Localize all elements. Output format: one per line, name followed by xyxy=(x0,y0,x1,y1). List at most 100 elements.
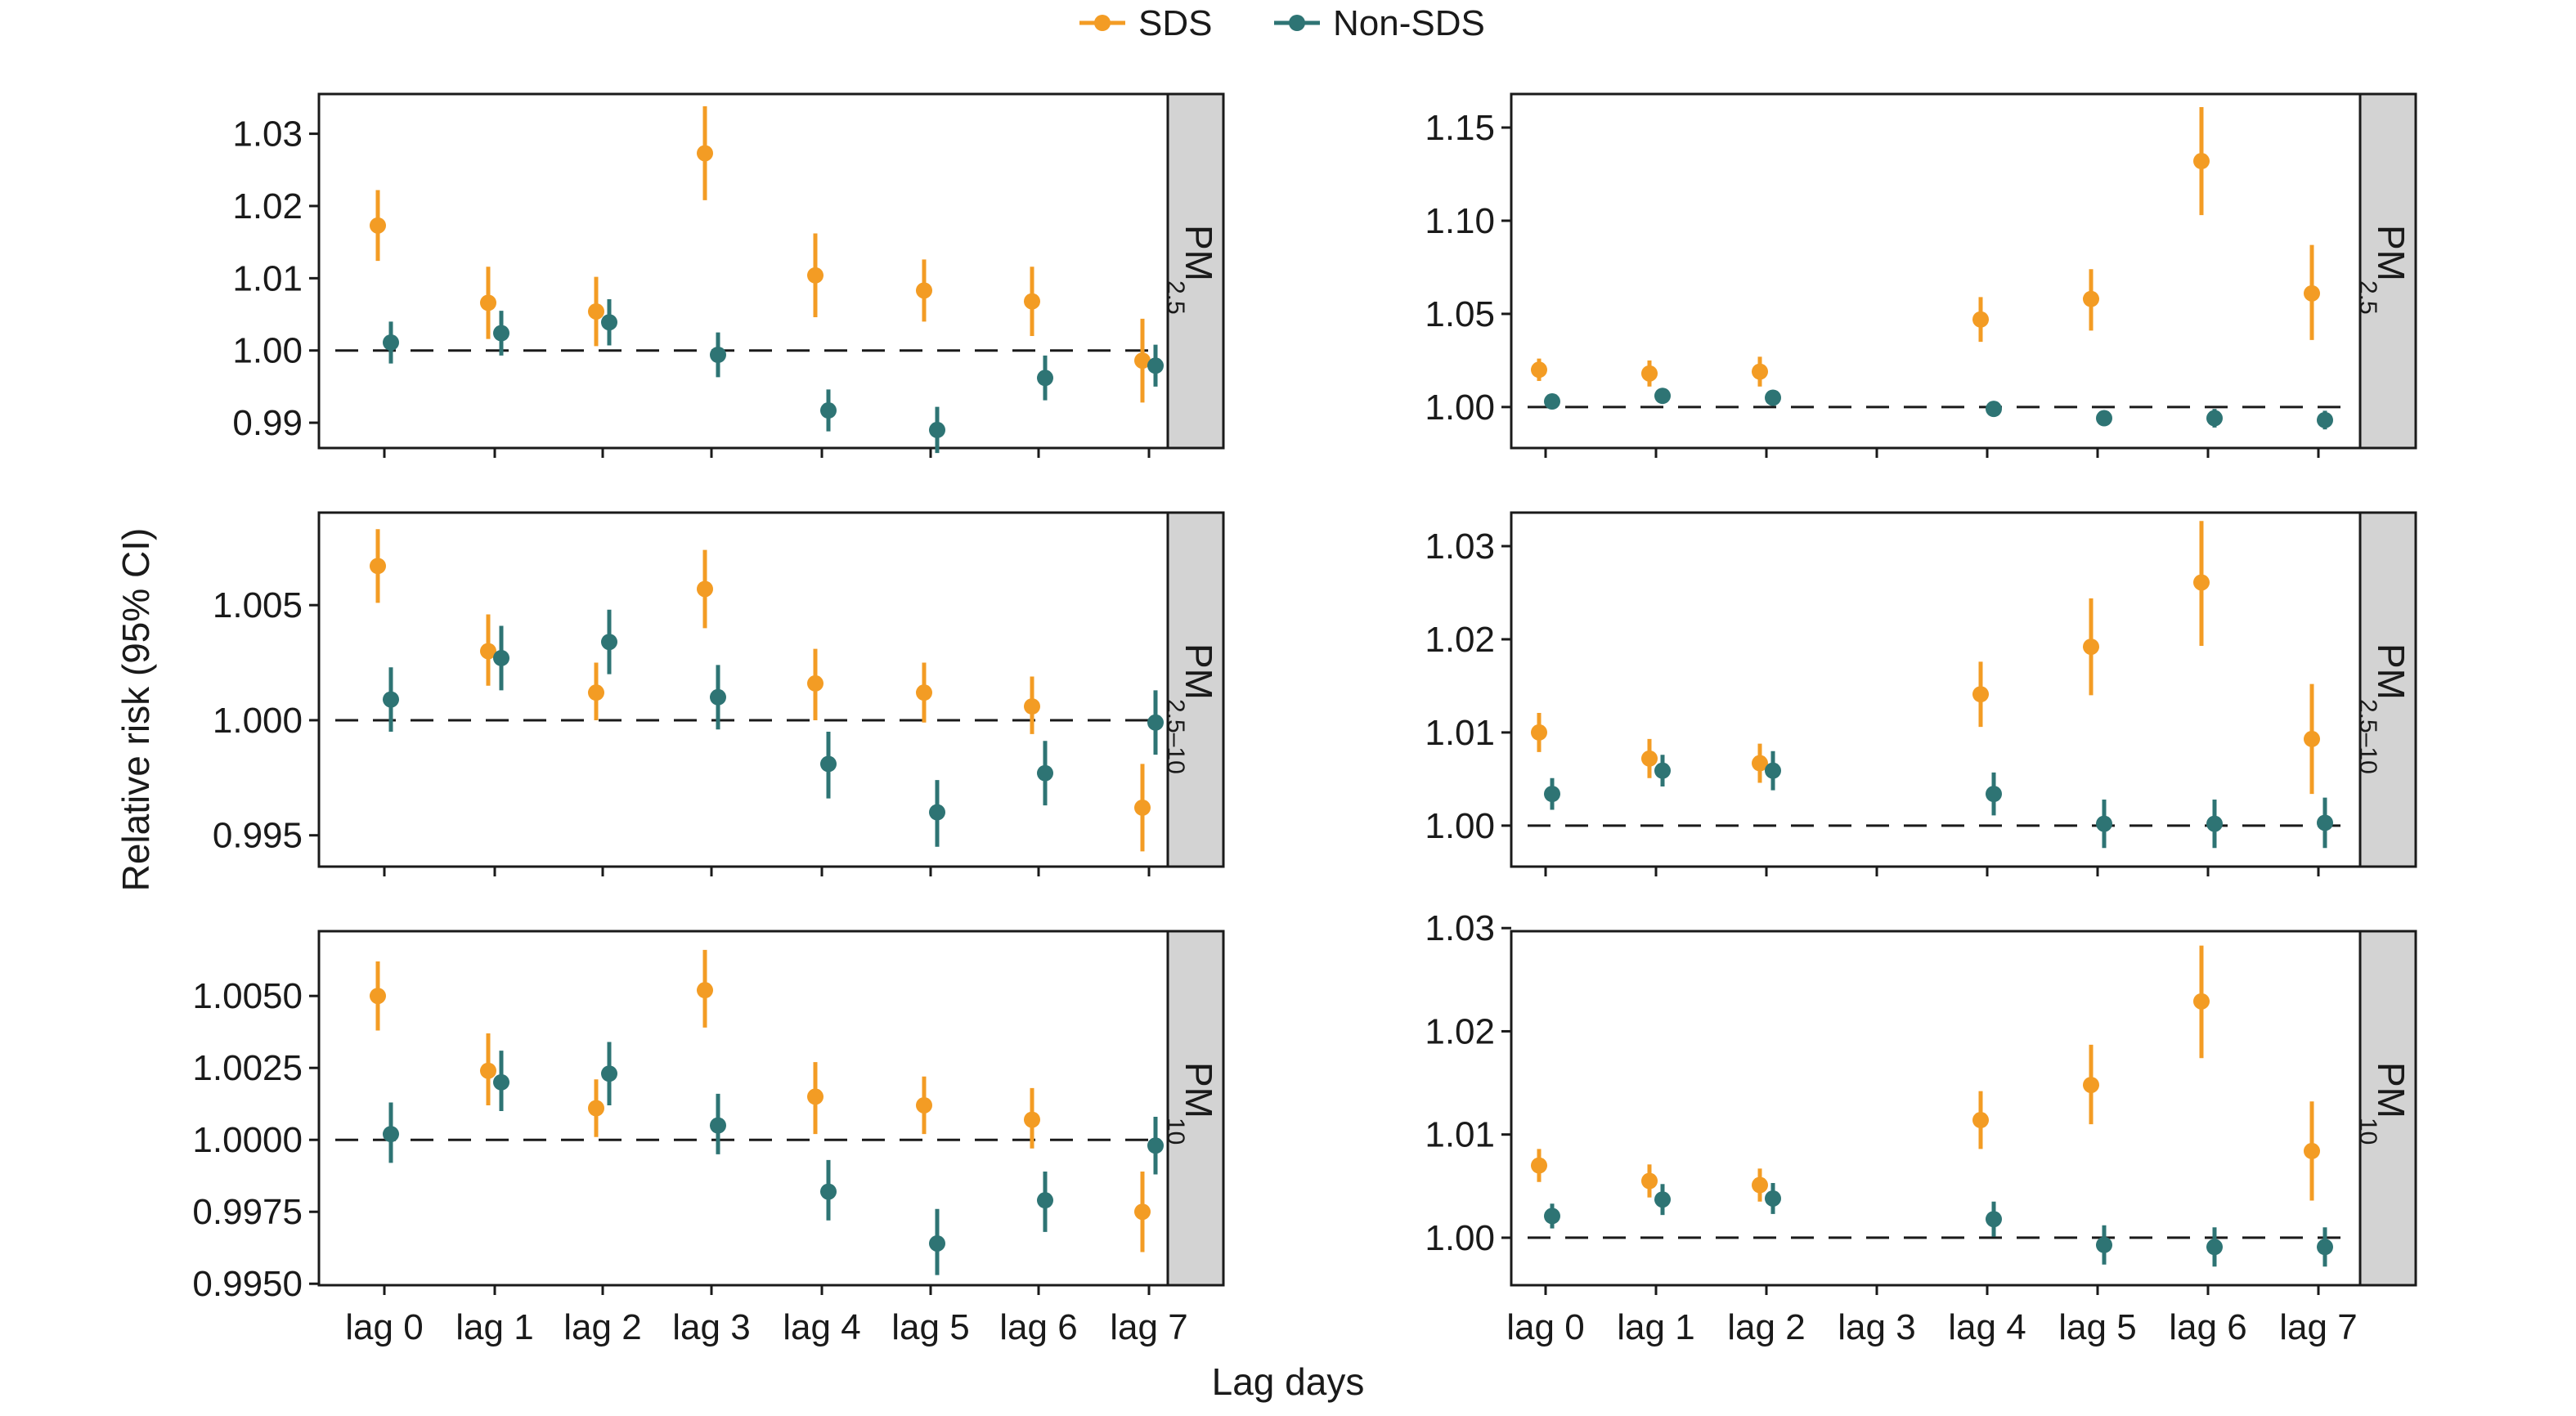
data-point xyxy=(916,282,932,299)
data-point xyxy=(1531,1157,1547,1174)
data-point xyxy=(916,684,932,701)
y-tick-label: 1.0050 xyxy=(192,976,303,1016)
plot-frame xyxy=(317,930,1169,1287)
data-point xyxy=(370,558,386,575)
data-point xyxy=(1752,1176,1768,1194)
data-point xyxy=(820,1183,837,1200)
y-tick-label: 1.0000 xyxy=(192,1120,303,1160)
series-sds xyxy=(370,106,1151,403)
data-point xyxy=(820,755,837,773)
plot-frame xyxy=(1510,92,2362,450)
data-point xyxy=(493,325,509,342)
data-point xyxy=(1024,293,1040,310)
y-tick-label: 1.01 xyxy=(1425,1115,1495,1155)
data-point xyxy=(2096,410,2112,427)
chart-panels: PM2.50.991.001.011.021.03PM2.51.001.051.… xyxy=(192,92,2417,1347)
y-tick-label: 1.00 xyxy=(1425,1218,1495,1258)
data-point xyxy=(1037,370,1053,387)
data-point xyxy=(820,402,837,419)
data-point xyxy=(1024,1111,1040,1128)
y-tick-label: 0.99 xyxy=(232,403,303,443)
series-non-sds xyxy=(383,298,1164,454)
data-point xyxy=(370,988,386,1005)
x-tick-label: lag 7 xyxy=(2279,1307,2357,1347)
x-tick-label: lag 3 xyxy=(672,1307,750,1347)
data-point xyxy=(1024,698,1040,715)
series-non-sds xyxy=(383,1042,1164,1275)
data-point xyxy=(1986,401,2002,418)
data-point xyxy=(480,294,496,311)
panel-3: PM2.5–10 0.995 1.000 1.005 xyxy=(213,511,1225,876)
data-point xyxy=(1134,352,1151,370)
data-point xyxy=(916,1096,932,1114)
series-sds xyxy=(370,949,1151,1252)
data-point xyxy=(480,643,496,660)
data-point xyxy=(2304,285,2320,302)
x-tick-label: lag 6 xyxy=(2169,1307,2246,1347)
x-tick-label: lag 5 xyxy=(891,1307,969,1347)
data-point xyxy=(2083,1077,2099,1094)
data-point xyxy=(1972,686,1989,703)
y-tick-label: 1.03 xyxy=(1425,527,1495,567)
y-tick-label: 1.00 xyxy=(232,331,303,371)
facet-strip-label: PM2.5–10 xyxy=(2354,643,2412,774)
data-point xyxy=(1147,714,1164,731)
data-point xyxy=(710,688,726,706)
facet-strip xyxy=(2358,92,2417,450)
data-point xyxy=(588,302,604,320)
x-tick-label: lag 2 xyxy=(1727,1307,1805,1347)
data-point xyxy=(2083,290,2099,307)
panel-2: PM2.5 1.00 1.05 1.10 1.15 xyxy=(1425,92,2417,458)
data-point xyxy=(1765,1190,1781,1207)
data-point xyxy=(493,1073,509,1091)
y-tick-label: 1.03 xyxy=(232,114,303,155)
data-point xyxy=(2096,815,2112,832)
data-point xyxy=(2193,574,2210,591)
data-point xyxy=(2096,1236,2112,1253)
y-axis-title: Relative risk (95% CI) xyxy=(114,528,157,892)
data-point xyxy=(807,267,824,284)
y-tick-label: 1.03 xyxy=(1425,908,1495,948)
data-point xyxy=(1641,1172,1658,1190)
y-tick-label: 1.005 xyxy=(213,585,303,625)
y-tick-label: 1.10 xyxy=(1425,201,1495,241)
x-tick-label: lag 2 xyxy=(563,1307,641,1347)
x-tick-label: lag 0 xyxy=(1506,1307,1584,1347)
data-point xyxy=(2317,1239,2333,1256)
data-point xyxy=(1531,724,1547,741)
data-point xyxy=(1765,389,1781,406)
data-point xyxy=(929,421,945,438)
data-point xyxy=(2206,1239,2223,1256)
x-tick-label: lag 4 xyxy=(1948,1307,2026,1347)
facet-label-main: PM xyxy=(2370,643,2412,700)
data-point xyxy=(383,1126,399,1143)
data-point xyxy=(929,804,945,821)
facet-label-main: PM xyxy=(2370,1062,2412,1118)
data-point xyxy=(697,145,713,162)
facet-strip xyxy=(1166,511,1225,868)
y-tick-label: 1.000 xyxy=(213,701,303,741)
data-point xyxy=(480,1062,496,1079)
y-tick-label: 1.01 xyxy=(1425,713,1495,753)
y-tick-label: 1.02 xyxy=(232,186,303,226)
facet-strip xyxy=(2358,511,2417,868)
legend-swatch-marker-non-sds xyxy=(1289,15,1305,31)
facet-label-main: PM xyxy=(2370,225,2412,281)
y-tick-label: 1.05 xyxy=(1425,294,1495,334)
x-tick-label: lag 1 xyxy=(456,1307,533,1347)
data-point xyxy=(1134,799,1151,816)
data-point xyxy=(710,347,726,364)
data-point xyxy=(1654,1191,1671,1208)
y-tick-label: 1.00 xyxy=(1425,388,1495,428)
legend-label-non-sds: Non-SDS xyxy=(1333,3,1485,43)
facet-label-subscript: 2.5 xyxy=(2354,280,2381,315)
data-point xyxy=(2304,1142,2320,1159)
facet-label-main: PM xyxy=(1178,225,1220,281)
panel-1: PM2.5 0.99 1.00 1.01 1.02 1.03 xyxy=(232,92,1225,458)
data-point xyxy=(2206,815,2223,832)
x-tick-label: lag 1 xyxy=(1617,1307,1694,1347)
data-point xyxy=(588,684,604,701)
